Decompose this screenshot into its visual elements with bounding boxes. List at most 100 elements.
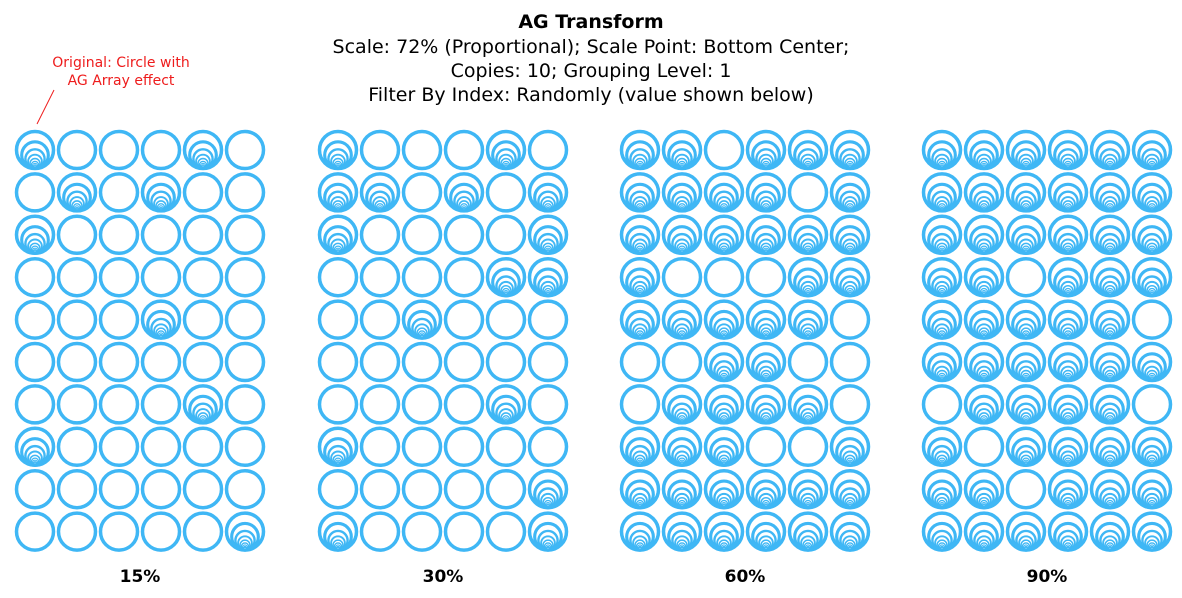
panel-label: 60% [724, 567, 766, 587]
annotation-line-1: Original: Circle with [52, 55, 190, 71]
plain-circle [745, 256, 787, 298]
transformed-circle [787, 384, 829, 425]
transformed-circle [745, 468, 787, 510]
plain-circle [224, 299, 266, 340]
transformed-circle [963, 129, 1005, 171]
transformed-circle [787, 468, 829, 510]
plain-circle [98, 256, 140, 298]
panel-60-percent [619, 129, 871, 552]
plain-circle [787, 341, 829, 383]
plain-circle [359, 384, 401, 425]
transformed-circle [829, 256, 871, 298]
transformed-circle [745, 214, 787, 256]
transformed-circle [14, 426, 56, 468]
plain-circle [619, 341, 661, 383]
plain-circle [224, 426, 266, 468]
transformed-circle [921, 511, 963, 552]
transformed-circle [661, 384, 703, 425]
transformed-circle [703, 511, 745, 552]
transformed-circle [787, 214, 829, 256]
transformed-circle [1047, 384, 1089, 425]
transformed-circle [485, 384, 527, 425]
transformed-circle [359, 172, 401, 213]
transformed-circle [829, 172, 871, 213]
plain-circle [1131, 299, 1173, 340]
transformed-circle [485, 256, 527, 298]
plain-circle [401, 172, 443, 213]
plain-circle [485, 426, 527, 468]
transformed-circle [224, 511, 266, 552]
plain-circle [485, 172, 527, 213]
transformed-circle [1131, 256, 1173, 298]
plain-circle [98, 172, 140, 213]
transformed-circle [619, 511, 661, 552]
transformed-circle [14, 214, 56, 256]
plain-circle [224, 468, 266, 510]
plain-circle [661, 341, 703, 383]
plain-circle [224, 214, 266, 256]
plain-circle [317, 299, 359, 340]
transformed-circle [1089, 299, 1131, 340]
subtitle-line-filter: Filter By Index: Randomly (value shown b… [368, 84, 814, 106]
plain-circle [401, 129, 443, 171]
transformed-circle [963, 256, 1005, 298]
plain-circle [703, 129, 745, 171]
transformed-circle [443, 172, 485, 213]
plain-circle [443, 341, 485, 383]
transformed-circle [661, 468, 703, 510]
subtitle-line-copies: Copies: 10; Grouping Level: 1 [450, 60, 732, 82]
panel-90-percent [921, 129, 1173, 552]
transformed-circle [1131, 341, 1173, 383]
transformed-circle [317, 172, 359, 213]
diagram-title: AG Transform [518, 11, 664, 33]
plain-circle [56, 299, 98, 340]
transformed-circle [661, 214, 703, 256]
plain-circle [359, 299, 401, 340]
transformed-circle [963, 299, 1005, 340]
plain-circle [443, 426, 485, 468]
plain-circle [98, 426, 140, 468]
plain-circle [14, 299, 56, 340]
title-block: AG Transform Scale: 72% (Proportional); … [0, 10, 1182, 107]
transformed-circle [1089, 214, 1131, 256]
transformed-circle [140, 299, 182, 340]
plain-circle [443, 129, 485, 171]
transformed-circle [1089, 468, 1131, 510]
transformed-circle [745, 341, 787, 383]
transformed-circle [1047, 256, 1089, 298]
transformed-circle [787, 129, 829, 171]
plain-circle [14, 384, 56, 425]
transformed-circle [661, 511, 703, 552]
plain-circle [182, 468, 224, 510]
transformed-circle [921, 426, 963, 468]
plain-circle [443, 214, 485, 256]
plain-circle [56, 384, 98, 425]
transformed-circle [1047, 129, 1089, 171]
plain-circle [224, 384, 266, 425]
transformed-circle [963, 511, 1005, 552]
transformed-circle [317, 214, 359, 256]
plain-circle [224, 172, 266, 213]
transformed-circle [1047, 214, 1089, 256]
plain-circle [401, 256, 443, 298]
transformed-circle [703, 214, 745, 256]
transformed-circle [182, 384, 224, 425]
transformed-circle [1131, 172, 1173, 213]
annotation-line-2: AG Array effect [67, 73, 175, 89]
plain-circle [182, 214, 224, 256]
plain-circle [56, 511, 98, 552]
panel-label: 15% [119, 567, 161, 587]
transformed-circle [1089, 341, 1131, 383]
transformed-circle [619, 129, 661, 171]
plain-circle [140, 129, 182, 171]
plain-circle [56, 256, 98, 298]
transformed-circle [829, 214, 871, 256]
transformed-circle [829, 129, 871, 171]
transformed-circle [1089, 426, 1131, 468]
transformed-circle [1089, 172, 1131, 213]
plain-circle [317, 341, 359, 383]
plain-circle [140, 468, 182, 510]
transformed-circle [829, 426, 871, 468]
transformed-circle [963, 341, 1005, 383]
